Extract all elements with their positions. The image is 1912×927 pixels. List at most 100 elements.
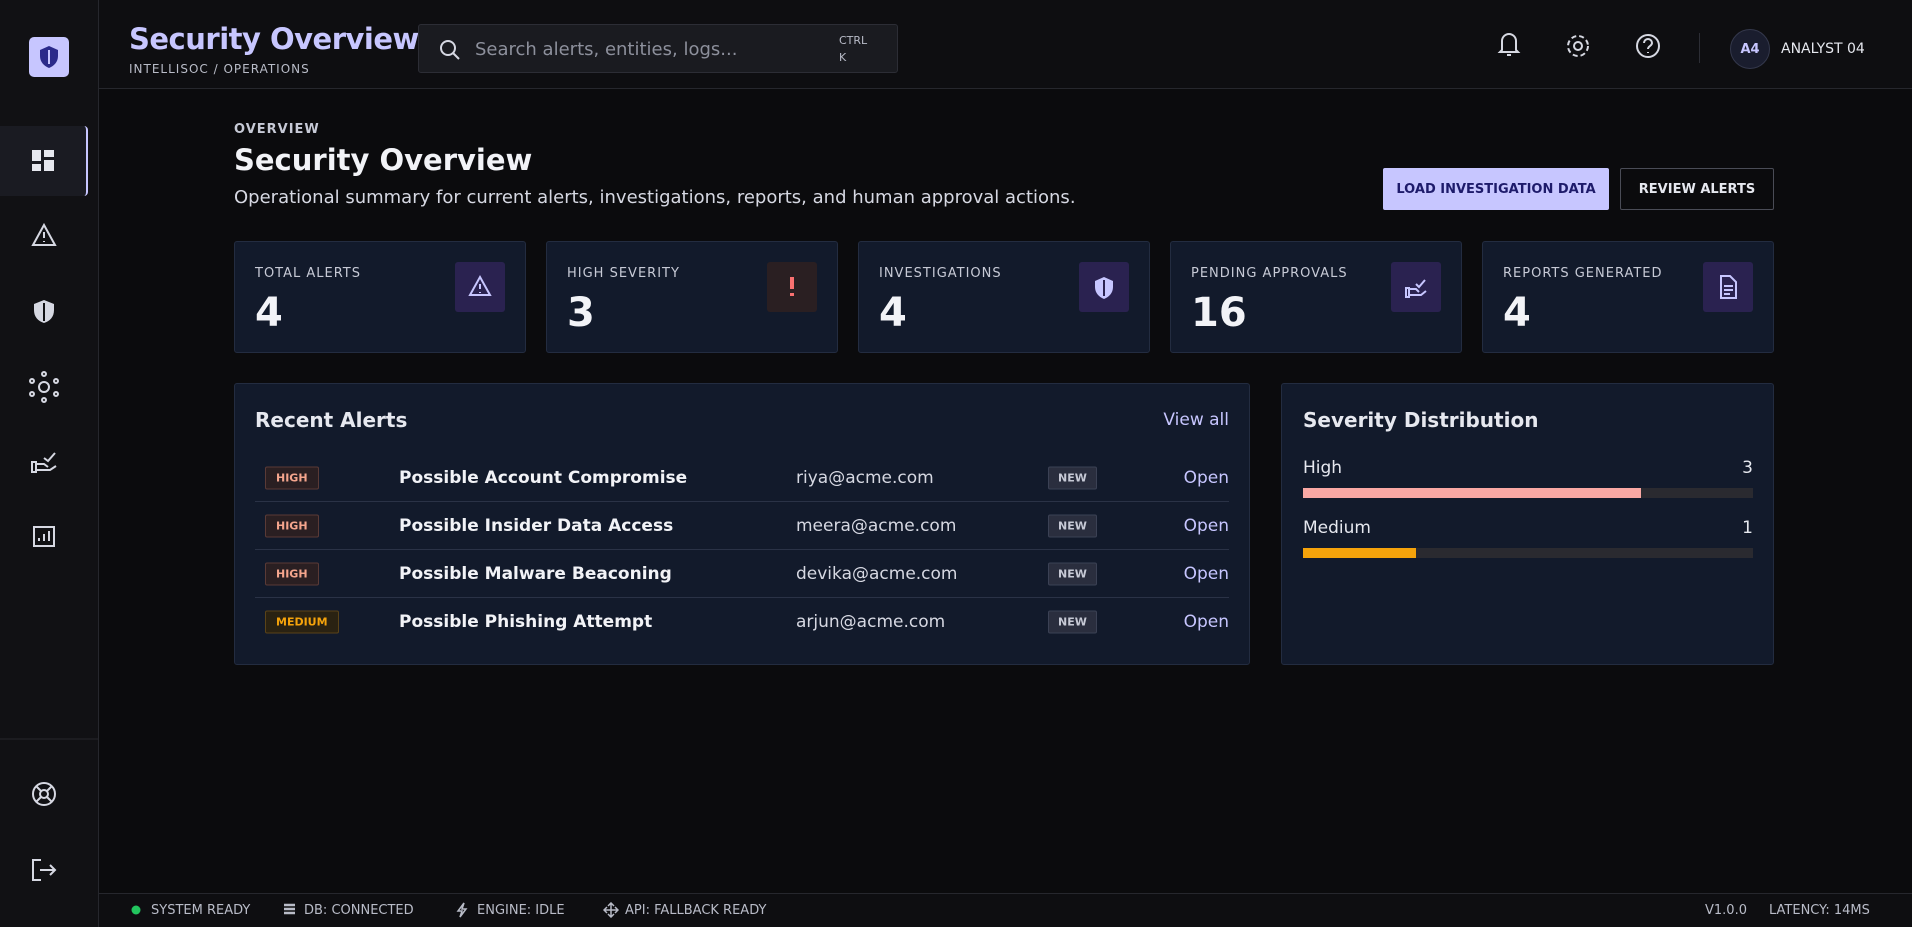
stat-label: INVESTIGATIONS <box>879 266 1002 281</box>
alert-entity: devika@acme.com <box>796 563 958 584</box>
page-title: Security Overview <box>234 143 533 177</box>
status-badge: NEW <box>1048 562 1097 585</box>
avatar[interactable]: A4 <box>1730 29 1770 69</box>
stat-icon <box>1703 262 1753 312</box>
status-badge: NEW <box>1048 466 1097 489</box>
status-item: SYSTEM READY <box>129 902 250 918</box>
search-shortcut: CTRL K <box>839 32 867 66</box>
severity-label: High <box>1303 458 1343 478</box>
status-icon <box>129 902 145 918</box>
bar-track <box>1303 488 1753 498</box>
stat-value: 4 <box>255 290 283 336</box>
status-bar: V1.0.0 LATENCY: 14MS SYSTEM READY DB: CON… <box>99 893 1912 927</box>
icon <box>284 903 295 915</box>
nav-icons <box>0 150 99 881</box>
eyebrow: OVERVIEW <box>234 122 320 137</box>
nav-logout[interactable] <box>32 859 57 881</box>
stat-value: 4 <box>1503 290 1531 336</box>
status-badge: NEW <box>1048 610 1097 634</box>
nav-graph[interactable] <box>29 371 59 403</box>
status-text: API: FALLBACK READY <box>625 902 767 918</box>
nav-reports[interactable] <box>33 526 55 547</box>
alert-entity: arjun@acme.com <box>796 612 946 632</box>
logo[interactable] <box>29 37 69 77</box>
open-link[interactable]: Open <box>1183 515 1229 536</box>
shortcut-key: CTRL <box>839 34 868 47</box>
status-icon <box>455 902 471 918</box>
open-link[interactable]: Open <box>1183 467 1229 488</box>
stat-icon <box>767 262 817 312</box>
status-text: ENGINE: IDLE <box>477 902 565 918</box>
review-alerts-button[interactable]: REVIEW ALERTS <box>1620 168 1774 210</box>
nav-dashboard[interactable] <box>32 150 54 171</box>
nav-approvals[interactable] <box>31 452 57 473</box>
stat-label: HIGH SEVERITY <box>567 266 680 281</box>
view-all-link[interactable]: View all <box>1163 410 1229 430</box>
alert-entity: meera@acme.com <box>796 515 957 536</box>
search-box[interactable]: Search alerts, entities, logs... CTRL K <box>418 24 898 73</box>
stat-label: PENDING APPROVALS <box>1191 266 1348 281</box>
severity-count: 1 <box>1742 518 1753 538</box>
alert-row: HIGH Possible Insider Data Access meera@ac… <box>255 502 1229 550</box>
nav-alerts[interactable] <box>31 222 57 246</box>
panel-title: Recent Alerts <box>255 408 408 432</box>
brand-title: Security Overview <box>129 22 419 56</box>
status-item: API: FALLBACK READY <box>602 901 767 919</box>
shortcut-key: K <box>839 51 847 64</box>
severity-badge: HIGH <box>265 514 319 537</box>
alert-title[interactable]: Possible Account Compromise <box>399 467 688 488</box>
alert-title[interactable]: Possible Malware Beaconing <box>399 563 672 584</box>
nav-shield[interactable] <box>34 300 54 323</box>
icon <box>456 902 468 918</box>
stat-card: PENDING APPROVALS 16 <box>1170 241 1462 353</box>
severity-badge: HIGH <box>265 562 319 585</box>
icon <box>790 277 794 296</box>
status-icon <box>282 902 298 918</box>
open-link[interactable]: Open <box>1183 563 1229 584</box>
icon <box>1405 279 1427 298</box>
alert-entity: riya@acme.com <box>796 467 934 488</box>
stat-label: TOTAL ALERTS <box>255 266 362 281</box>
icon <box>468 274 492 296</box>
stat-label: REPORTS GENERATED <box>1503 266 1663 281</box>
alert-row: MEDIUM Possible Phishing Attempt arjun@acm… <box>255 598 1229 646</box>
stat-value: 3 <box>567 290 595 336</box>
panel-title: Severity Distribution <box>1303 408 1539 432</box>
stat-value: 4 <box>879 290 907 336</box>
status-icon <box>602 901 620 919</box>
header-divider <box>1699 33 1700 63</box>
status-badge: NEW <box>1048 514 1097 537</box>
notifications-button[interactable] <box>1497 33 1521 56</box>
severity-panel: Severity Distribution High 3 Medium 1 <box>1281 383 1774 665</box>
alert-title[interactable]: Possible Phishing Attempt <box>399 612 653 632</box>
status-item: ENGINE: IDLE <box>455 902 565 918</box>
user-name[interactable]: ANALYST 04 <box>1781 41 1865 57</box>
bar <box>1303 548 1416 558</box>
alert-title[interactable]: Possible Insider Data Access <box>399 515 674 536</box>
icon <box>1720 275 1737 299</box>
status-text: SYSTEM READY <box>151 902 251 918</box>
stat-card: TOTAL ALERTS 4 <box>234 241 526 353</box>
icon <box>602 901 620 919</box>
severity-badge: HIGH <box>265 466 319 489</box>
alert-row: HIGH Possible Malware Beaconing devika@acm… <box>255 550 1229 598</box>
stat-card: REPORTS GENERATED 4 <box>1482 241 1774 353</box>
severity-label: Medium <box>1303 518 1371 538</box>
header-icons <box>1497 33 1660 58</box>
stat-icon <box>1079 262 1129 312</box>
status-item: DB: CONNECTED <box>282 902 414 918</box>
sidebar <box>0 0 99 927</box>
stat-card: INVESTIGATIONS 4 <box>858 241 1150 353</box>
help-button[interactable] <box>1636 34 1660 58</box>
brand-subtitle: INTELLISOC / OPERATIONS <box>129 62 310 76</box>
recent-alerts-panel: Recent Alerts View all HIGH Possible Acco… <box>234 383 1250 665</box>
load-data-button[interactable]: LOAD INVESTIGATION DATA <box>1383 168 1609 210</box>
header: Security Overview INTELLISOC / OPERATION… <box>99 0 1912 89</box>
icon <box>131 905 141 915</box>
open-link[interactable]: Open <box>1183 612 1229 632</box>
severity-count: 3 <box>1742 458 1753 478</box>
settings-button[interactable] <box>1567 35 1589 57</box>
nav-support[interactable] <box>32 782 56 806</box>
